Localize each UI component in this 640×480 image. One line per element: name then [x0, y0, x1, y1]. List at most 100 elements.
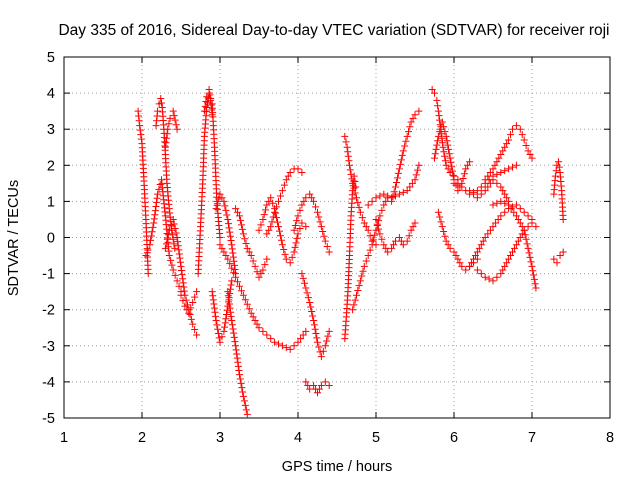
data-point [433, 141, 441, 149]
data-point [317, 223, 325, 231]
data-point [432, 145, 440, 153]
data-point [532, 284, 540, 292]
data-point [559, 248, 567, 256]
data-point [172, 229, 180, 237]
data-point [144, 246, 152, 254]
data-point [281, 250, 289, 258]
series-arc-ah [550, 158, 567, 223]
data-point [460, 170, 468, 178]
data-point [302, 194, 310, 202]
data-point [294, 212, 302, 220]
data-point [170, 112, 178, 120]
data-point [524, 244, 532, 252]
data-point [226, 228, 234, 236]
data-point [247, 252, 255, 260]
data-point [348, 175, 356, 183]
data-point [323, 337, 331, 345]
data-point [241, 401, 249, 409]
data-point [516, 205, 524, 213]
x-axis-label: GPS time / hours [282, 459, 392, 475]
data-point [398, 151, 406, 159]
data-point [286, 259, 294, 267]
data-point [167, 256, 175, 264]
data-point [236, 375, 244, 383]
data-point [501, 167, 509, 175]
data-point [212, 317, 220, 325]
data-point [397, 237, 405, 245]
data-point [220, 197, 228, 205]
x-tick-label: 7 [528, 430, 536, 446]
data-point [390, 188, 398, 196]
data-point [499, 187, 507, 195]
data-point [230, 333, 238, 341]
data-point [176, 254, 184, 262]
data-point [477, 190, 485, 198]
data-point [516, 219, 524, 227]
data-point [150, 219, 158, 227]
data-point [147, 236, 155, 244]
data-point [392, 237, 399, 245]
data-point [191, 326, 199, 334]
data-point [354, 286, 362, 294]
data-point [313, 334, 321, 342]
data-point [278, 241, 286, 249]
data-point [320, 232, 328, 240]
data-point [321, 378, 329, 386]
data-point [468, 259, 476, 267]
data-point [473, 266, 481, 274]
data-point [510, 208, 518, 216]
data-point [306, 385, 314, 393]
data-point [162, 240, 170, 248]
data-point [161, 143, 169, 151]
data-point [230, 329, 238, 337]
data-point [428, 85, 436, 93]
data-point [233, 354, 241, 362]
data-point [443, 137, 451, 145]
data-point [269, 213, 277, 221]
data-point [473, 187, 481, 195]
data-point [459, 175, 467, 183]
data-point [214, 325, 222, 333]
data-point [526, 253, 534, 261]
data-point [268, 218, 276, 226]
data-point [446, 154, 454, 162]
data-point [193, 331, 201, 339]
data-point [524, 223, 532, 231]
data-point [298, 270, 306, 278]
data-point [228, 317, 236, 325]
data-point [395, 234, 403, 241]
data-point [489, 201, 497, 209]
data-point [347, 170, 355, 178]
y-tick-label: 0 [47, 231, 55, 247]
data-point [351, 296, 359, 304]
data-point [505, 197, 513, 205]
data-point [247, 309, 255, 317]
data-point [521, 231, 529, 239]
data-point [275, 227, 283, 235]
data-point [259, 327, 267, 335]
data-point [315, 385, 323, 393]
data-point [212, 205, 220, 213]
data-point [271, 338, 279, 346]
data-point [177, 262, 185, 270]
data-point [249, 313, 257, 321]
data-point [437, 218, 445, 226]
data-point [213, 200, 221, 208]
data-point [227, 312, 235, 320]
data-point [293, 217, 301, 225]
data-point [276, 232, 284, 240]
data-point [235, 367, 243, 375]
data-point [282, 344, 290, 352]
data-point [205, 85, 213, 93]
x-tick-label: 5 [372, 430, 380, 446]
series-arc-c [152, 95, 179, 252]
data-point [271, 208, 279, 216]
data-point [273, 214, 281, 222]
series-arc-b [142, 176, 185, 296]
data-point [234, 362, 242, 370]
data-point [512, 212, 520, 220]
data-point [206, 91, 214, 99]
data-point [446, 244, 454, 252]
data-point [390, 241, 398, 249]
